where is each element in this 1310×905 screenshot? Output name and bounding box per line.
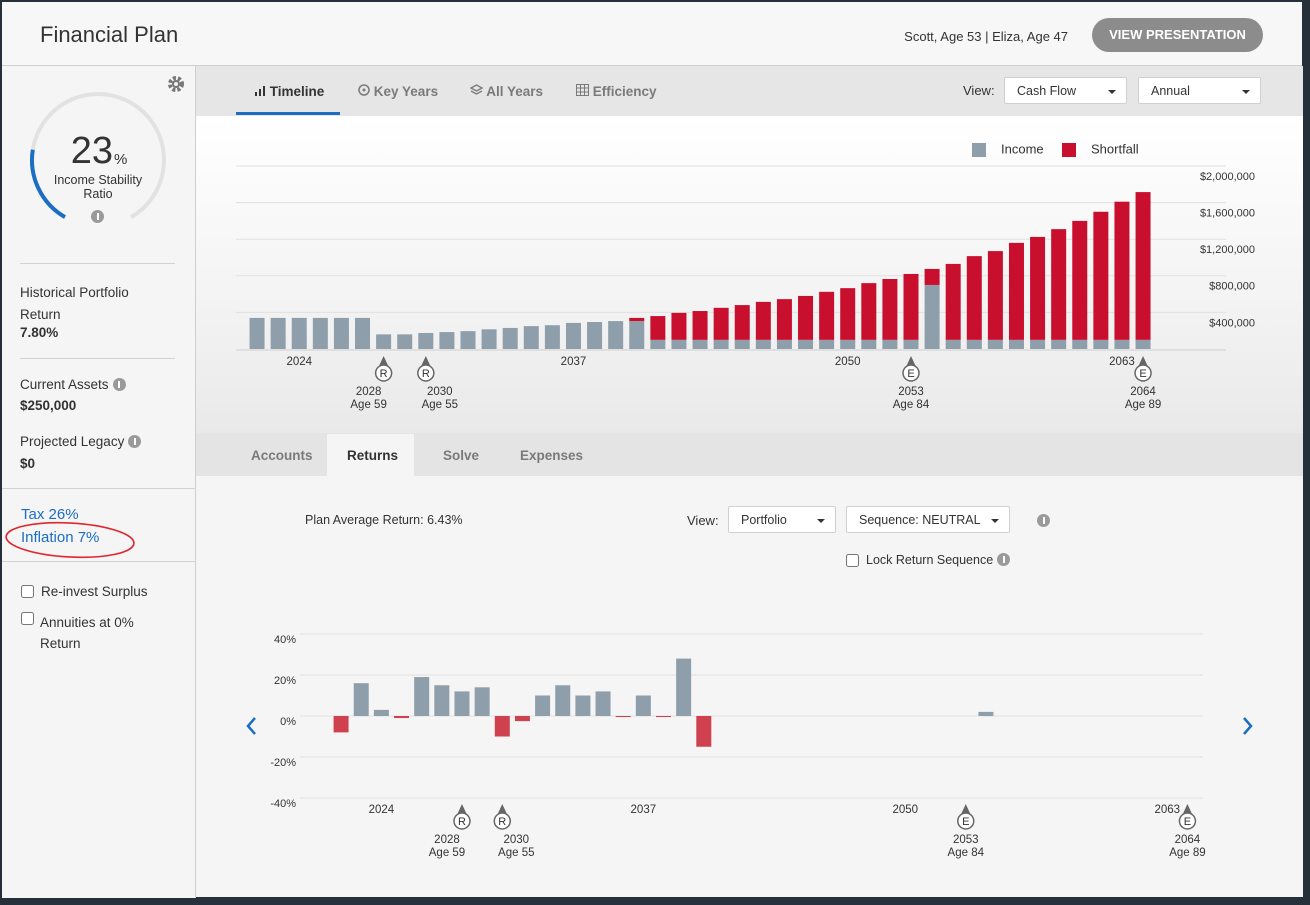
gauge-label: Income Stability Ratio: [53, 173, 143, 201]
tab-label: Timeline: [269, 84, 325, 99]
historical-return-value: 7.80%: [20, 325, 59, 340]
sequence-dropdown[interactable]: Sequence: NEUTRAL: [846, 506, 1010, 533]
page-title: Financial Plan: [40, 22, 179, 47]
active-subtab: [327, 434, 414, 476]
tab[interactable]: Key Years: [358, 84, 438, 99]
subtab[interactable]: Accounts: [251, 448, 313, 463]
tab-label: Efficiency: [592, 84, 657, 99]
tab-label: Key Years: [373, 84, 439, 99]
returns-panel: [196, 476, 1303, 897]
view-label: View:: [963, 83, 995, 98]
view-dropdown[interactable]: Cash Flow: [1004, 77, 1127, 104]
tab-icon: [255, 86, 265, 96]
separator: [20, 358, 175, 359]
view-presentation-button[interactable]: VIEW PRESENTATION: [1092, 18, 1263, 52]
label-text: Current Assets: [20, 377, 109, 392]
plan-average-return: Plan Average Return: 6.43%: [305, 513, 463, 527]
client-names: Scott, Age 53 | Eliza, Age 47: [904, 29, 1068, 44]
separator: [2, 488, 195, 489]
separator: [2, 561, 195, 562]
lock-label: Lock Return Sequence: [866, 553, 1011, 567]
historical-return-label: Historical Portfolio Return: [20, 285, 129, 322]
inflation-link[interactable]: Inflation 7%: [21, 529, 100, 546]
current-assets-value: $250,000: [20, 398, 77, 413]
current-assets-label: Current Assets: [20, 377, 126, 392]
tab-icon: [469, 84, 484, 95]
tab[interactable]: Timeline: [255, 84, 324, 99]
tab-icon: [576, 84, 589, 96]
info-icon[interactable]: [1037, 514, 1051, 527]
option-label: Re-invest Surplus: [41, 584, 148, 599]
separator: [20, 263, 175, 264]
info-icon[interactable]: [128, 435, 142, 448]
projected-legacy-label: Projected Legacy: [20, 434, 142, 449]
timeline-chart-area: [196, 116, 1303, 433]
tab[interactable]: All Years: [469, 84, 544, 99]
portfolio-dropdown[interactable]: Portfolio: [728, 506, 836, 533]
tab[interactable]: Efficiency: [576, 84, 657, 99]
view-label: View:: [687, 513, 719, 528]
option-label: Annuities at 0% Return: [40, 615, 134, 651]
lock-checkbox[interactable]: [846, 554, 859, 567]
subtab[interactable]: Returns: [347, 448, 399, 463]
label-text: Lock Return Sequence: [866, 553, 994, 567]
info-icon[interactable]: [112, 378, 126, 391]
label-text: Projected Legacy: [20, 434, 125, 449]
info-icon[interactable]: [997, 553, 1011, 566]
subtab[interactable]: Expenses: [520, 448, 584, 463]
subtab[interactable]: Solve: [443, 448, 480, 463]
projected-legacy-value: $0: [20, 456, 36, 471]
annuities-checkbox[interactable]: [21, 612, 34, 625]
tab-label: All Years: [486, 84, 544, 99]
tab-icon: [358, 84, 370, 96]
tab-underline: [236, 112, 340, 115]
reinvest-checkbox[interactable]: [21, 585, 34, 598]
header: [2, 2, 1302, 66]
period-dropdown[interactable]: Annual: [1138, 77, 1261, 104]
tax-link[interactable]: Tax 26%: [21, 506, 79, 523]
info-icon[interactable]: [91, 210, 104, 223]
